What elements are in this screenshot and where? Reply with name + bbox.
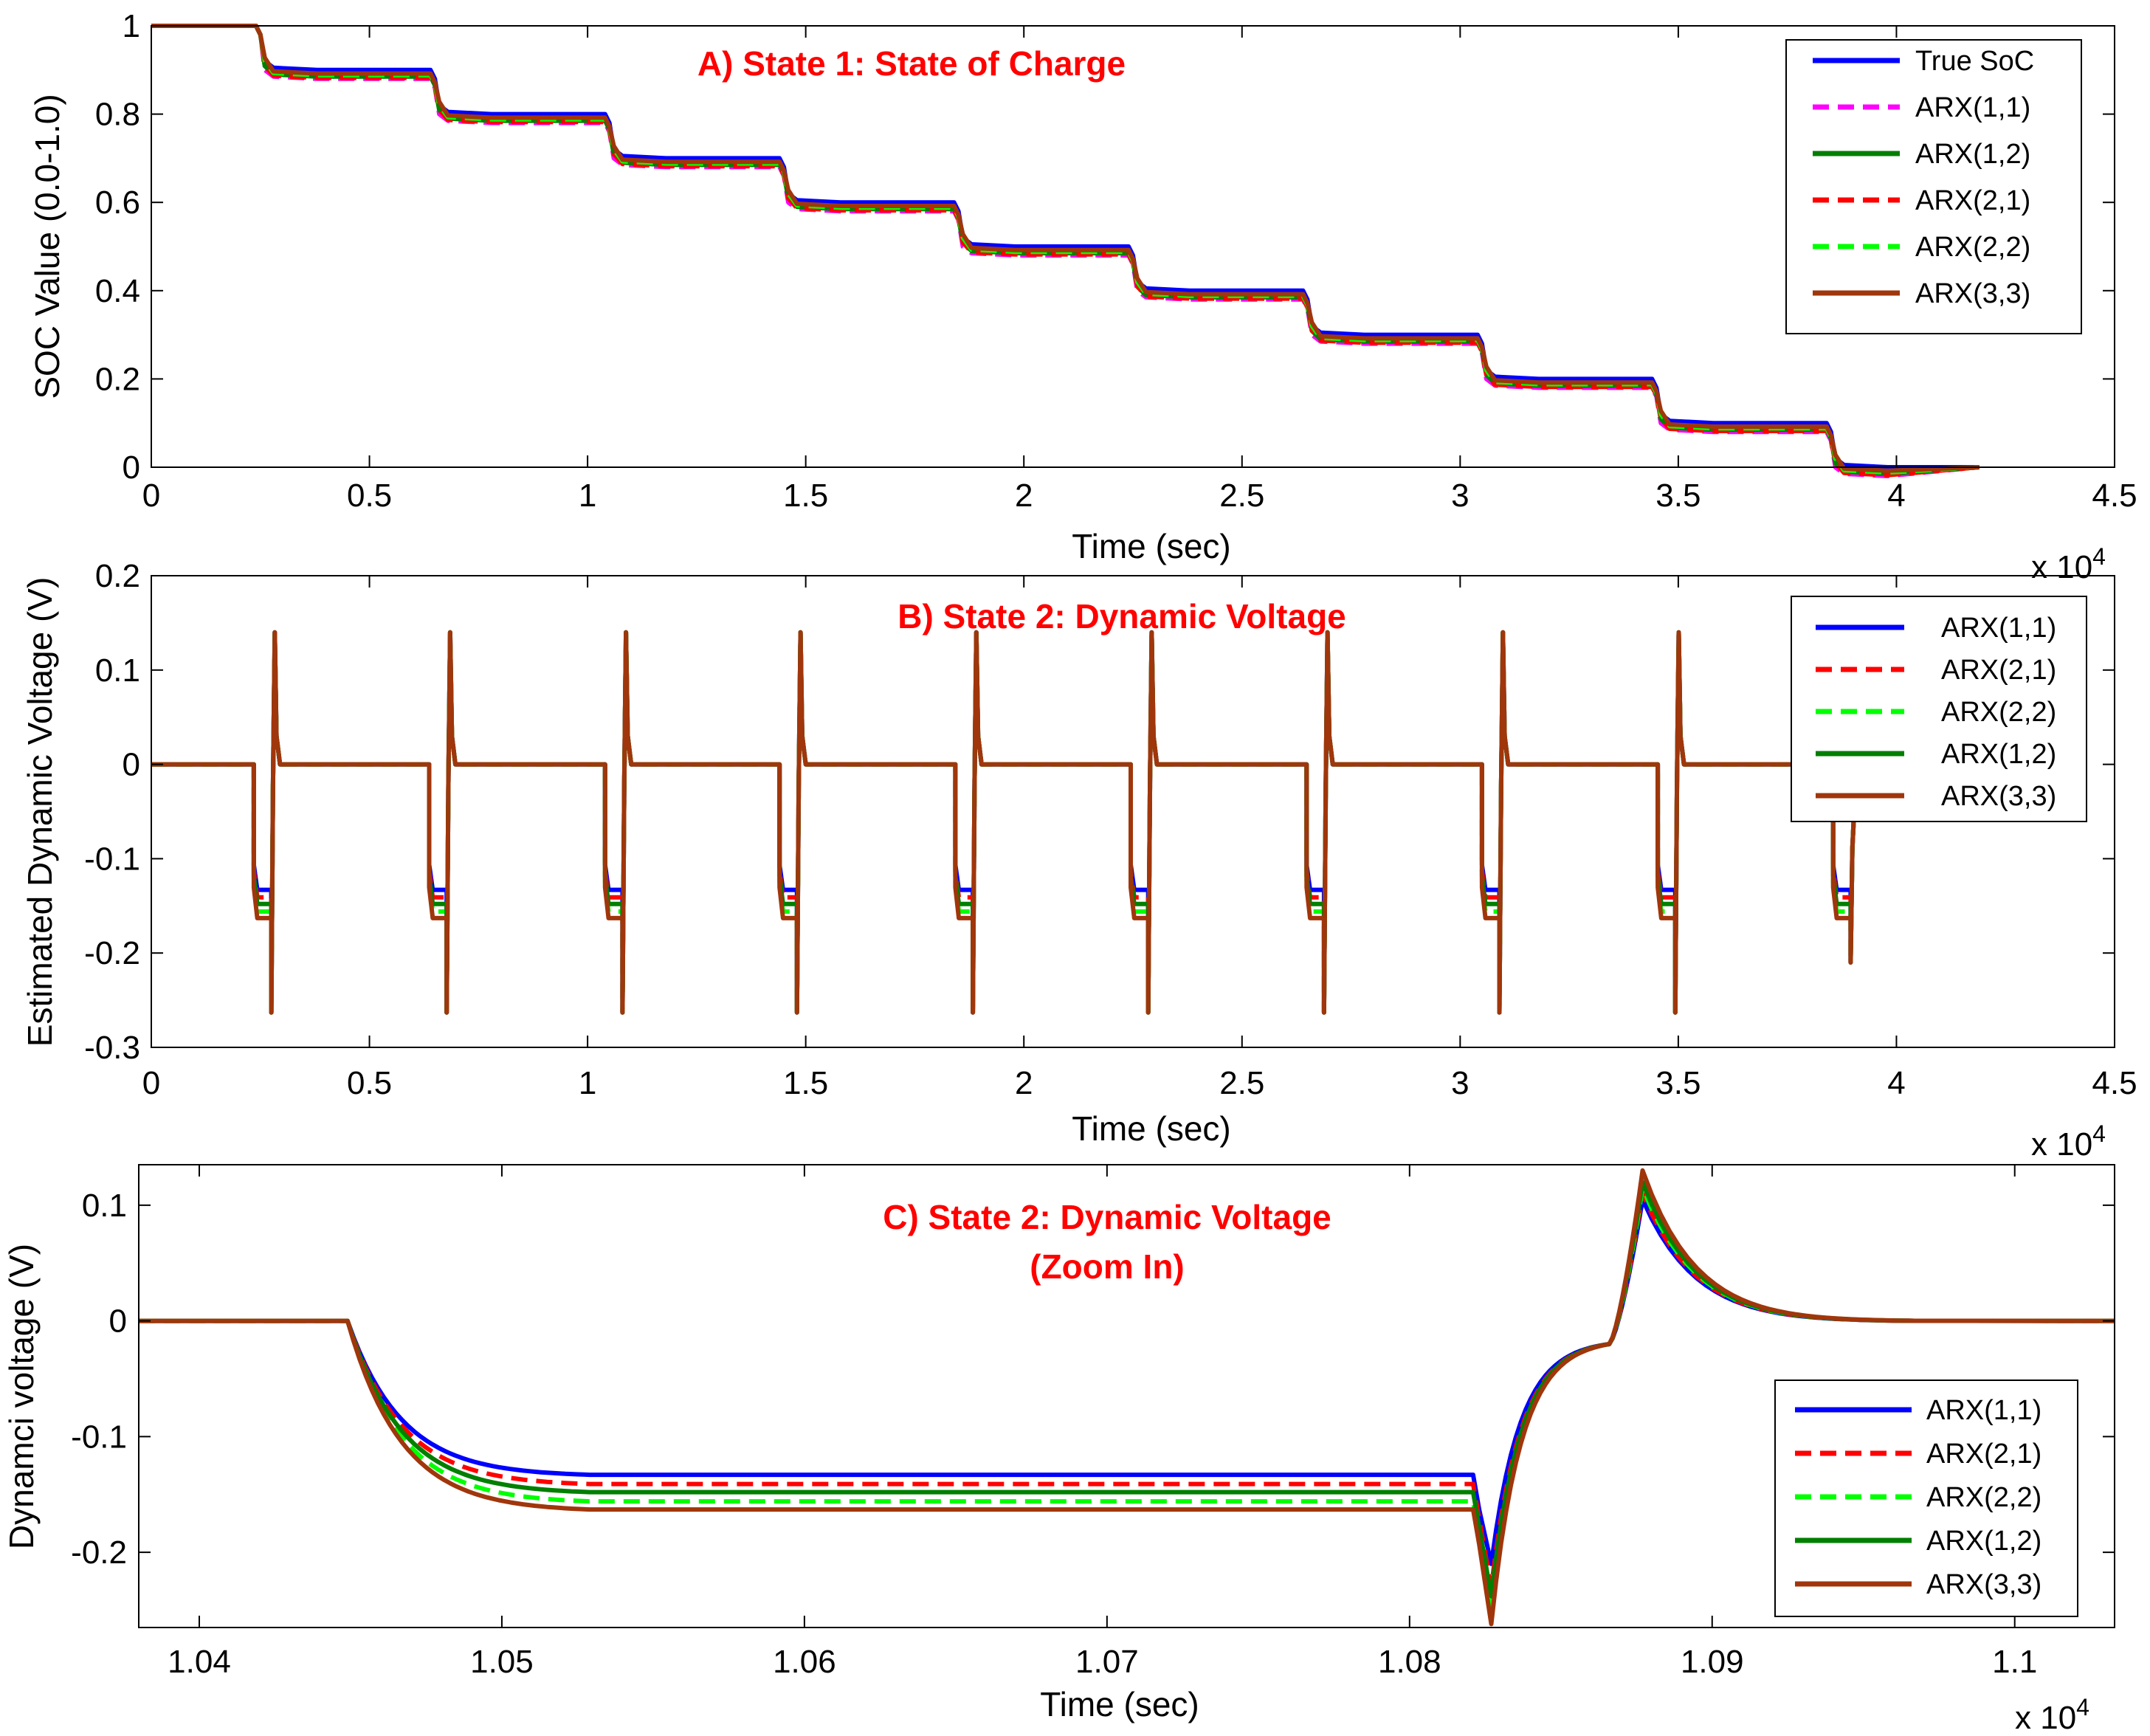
x-exponent-b: x 104 [2031,1120,2106,1162]
legend-label: ARX(3,3) [1926,1569,2042,1600]
legend-box [1785,39,2082,334]
x-tick-label: 1 [579,1065,596,1101]
y-tick-label: 0 [109,1303,127,1340]
y-tick-label: -0.1 [84,841,140,877]
x-tick-label: 2.5 [1219,1065,1264,1101]
legend-label: True SoC [1915,46,2034,77]
y-tick-label: -0.3 [84,1030,140,1066]
legend-label: ARX(2,1) [1926,1439,2042,1470]
series-arx33 [151,24,1980,473]
y-tick-label: 0.6 [95,185,140,221]
chart-panel-a: 0 0.5 1 1.5 2 2.5 3 3.5 4 4.5 0 0.2 0.4 0.6 0.8 1 A) St… [28,8,2137,585]
x-tick-label: 4.5 [2092,478,2137,514]
x-exponent-base-c: x 10 [2015,1700,2076,1736]
legend-label: ARX(2,1) [1941,655,2056,686]
x-tick-label: 1.06 [773,1644,836,1680]
x-exponent-base-b: x 10 [2031,1126,2092,1162]
legend-a: True SoC ARX(1,1) ARX(1,2) ARX(2,1) ARX(2,2)… [1785,39,2082,334]
x-tick-label: 1.07 [1075,1644,1139,1680]
series-layer-a [151,24,1980,478]
legend-c: ARX(1,1) ARX(2,1) ARX(2,2) ARX(1,2) ARX(3,3) [1774,1380,2078,1617]
y-tick-label: 0.2 [95,361,140,397]
ticks-layer-c: 1.04 1.05 1.06 1.07 1.08 1.09 1.1 -0.2 -0.1 0 0.1 [71,1165,2115,1680]
x-exponent-a: x 104 [2031,543,2106,585]
legend-label: ARX(3,3) [1941,781,2056,812]
x-exponent-power-b: 4 [2092,1120,2106,1147]
chart-panel-c: 1.04 1.05 1.06 1.07 1.08 1.09 1.1-0.2-0.100.1 … [2,1164,2115,1736]
x-exponent-c: x 104 [2015,1694,2089,1736]
legend-label: ARX(1,1) [1941,613,2056,644]
series-arx33 [151,630,1980,1015]
series-arx33 [139,1168,2115,1627]
x-tick-label: 1.5 [783,1065,828,1101]
x-tick-label: 0.5 [347,1065,392,1101]
x-tick-label: 3.5 [1655,1065,1701,1101]
series-layer-c [139,1168,2115,1627]
x-tick-label: 3 [1451,1065,1469,1101]
y-tick-label: 0.2 [95,558,140,594]
x-tick-label: 1.09 [1681,1644,1744,1680]
x-exponent-power-a: 4 [2092,543,2106,570]
y-tick-label: 0.1 [95,652,140,689]
legend-b: ARX(1,1) ARX(2,1) ARX(2,2) ARX(1,2) ARX(3,3) [1791,596,2087,822]
legend-box [1791,596,2087,822]
y-tick-label: -0.2 [84,935,140,971]
x-axis-label-c: Time (sec) [1040,1685,1199,1723]
chart-panel-b: 0 0.5 1 1.5 2 2.5 3 3.5 4 4.5-0.3-0.2-0.100.10.2 … [21,558,2137,1162]
x-tick-label: 1.1 [1992,1644,2037,1680]
x-tick-label: 0 [142,478,160,514]
x-tick-label: 1.04 [168,1644,231,1680]
x-exponent-base-a: x 10 [2031,549,2092,585]
legend-label: ARX(1,1) [1915,92,2030,123]
ticks-layer-a: 0 0.5 1 1.5 2 2.5 3 3.5 4 4.5 0 0.2 0.4 0.6 0.8 1 [95,8,2137,514]
legend-label: ARX(3,3) [1915,278,2030,309]
plot-frame-b [151,575,2115,1048]
x-tick-label: 4.5 [2092,1065,2137,1101]
y-tick-label: -0.1 [71,1419,127,1455]
y-tick-label: 0.1 [82,1188,127,1224]
plot-frame-c [138,1164,2115,1628]
x-tick-label: 0.5 [347,478,392,514]
x-tick-label: 3 [1451,478,1469,514]
chart-subtitle-c: (Zoom In) [1030,1247,1185,1286]
x-tick-label: 0 [142,1065,160,1101]
y-tick-label: 0 [123,747,140,783]
x-axis-label-b: Time (sec) [1072,1109,1231,1148]
y-axis-label-b: Estimated Dynamic Voltage (V) [21,577,59,1047]
legend-label: ARX(1,2) [1915,139,2030,170]
y-tick-label: 0 [123,450,140,486]
plot-frame-a [151,25,2115,468]
x-exponent-power-c: 4 [2076,1694,2089,1720]
y-tick-label: -0.2 [71,1534,127,1571]
legend-label: ARX(2,2) [1915,232,2030,263]
x-tick-label: 1.08 [1378,1644,1441,1680]
x-tick-label: 2 [1015,1065,1033,1101]
x-tick-label: 2 [1015,478,1033,514]
y-axis-label-c: Dynamci voltage (V) [2,1244,41,1549]
legend-label: ARX(1,2) [1941,739,2056,770]
x-tick-label: 1.5 [783,478,828,514]
chart-title-b: B) State 2: Dynamic Voltage [897,597,1346,636]
legend-label: ARX(2,1) [1915,185,2030,216]
x-tick-label: 3.5 [1655,478,1701,514]
legend-label: ARX(1,1) [1926,1395,2042,1426]
legend-label: ARX(2,2) [1926,1482,2042,1513]
x-tick-label: 1 [579,478,596,514]
legend-label: ARX(1,2) [1926,1526,2042,1557]
chart-title-c: C) State 2: Dynamic Voltage [883,1198,1331,1236]
chart-title-a: A) State 1: State of Charge [697,44,1126,83]
legend-label: ARX(2,2) [1941,697,2056,728]
ticks-layer-b: 0 0.5 1 1.5 2 2.5 3 3.5 4 4.5 -0.3 -0.2 -0.1 0 0.1 0.2 [84,558,2137,1101]
y-tick-label: 0.4 [95,273,140,309]
x-axis-label-a: Time (sec) [1072,527,1231,565]
y-axis-label-a: SOC Value (0.0-1.0) [28,94,66,399]
x-tick-label: 4 [1887,1065,1905,1101]
y-tick-label: 0.8 [95,97,140,133]
series-layer-b [151,630,1980,1015]
x-tick-label: 4 [1887,478,1905,514]
x-tick-label: 1.05 [470,1644,534,1680]
x-tick-label: 2.5 [1219,478,1264,514]
y-tick-label: 1 [123,8,140,44]
